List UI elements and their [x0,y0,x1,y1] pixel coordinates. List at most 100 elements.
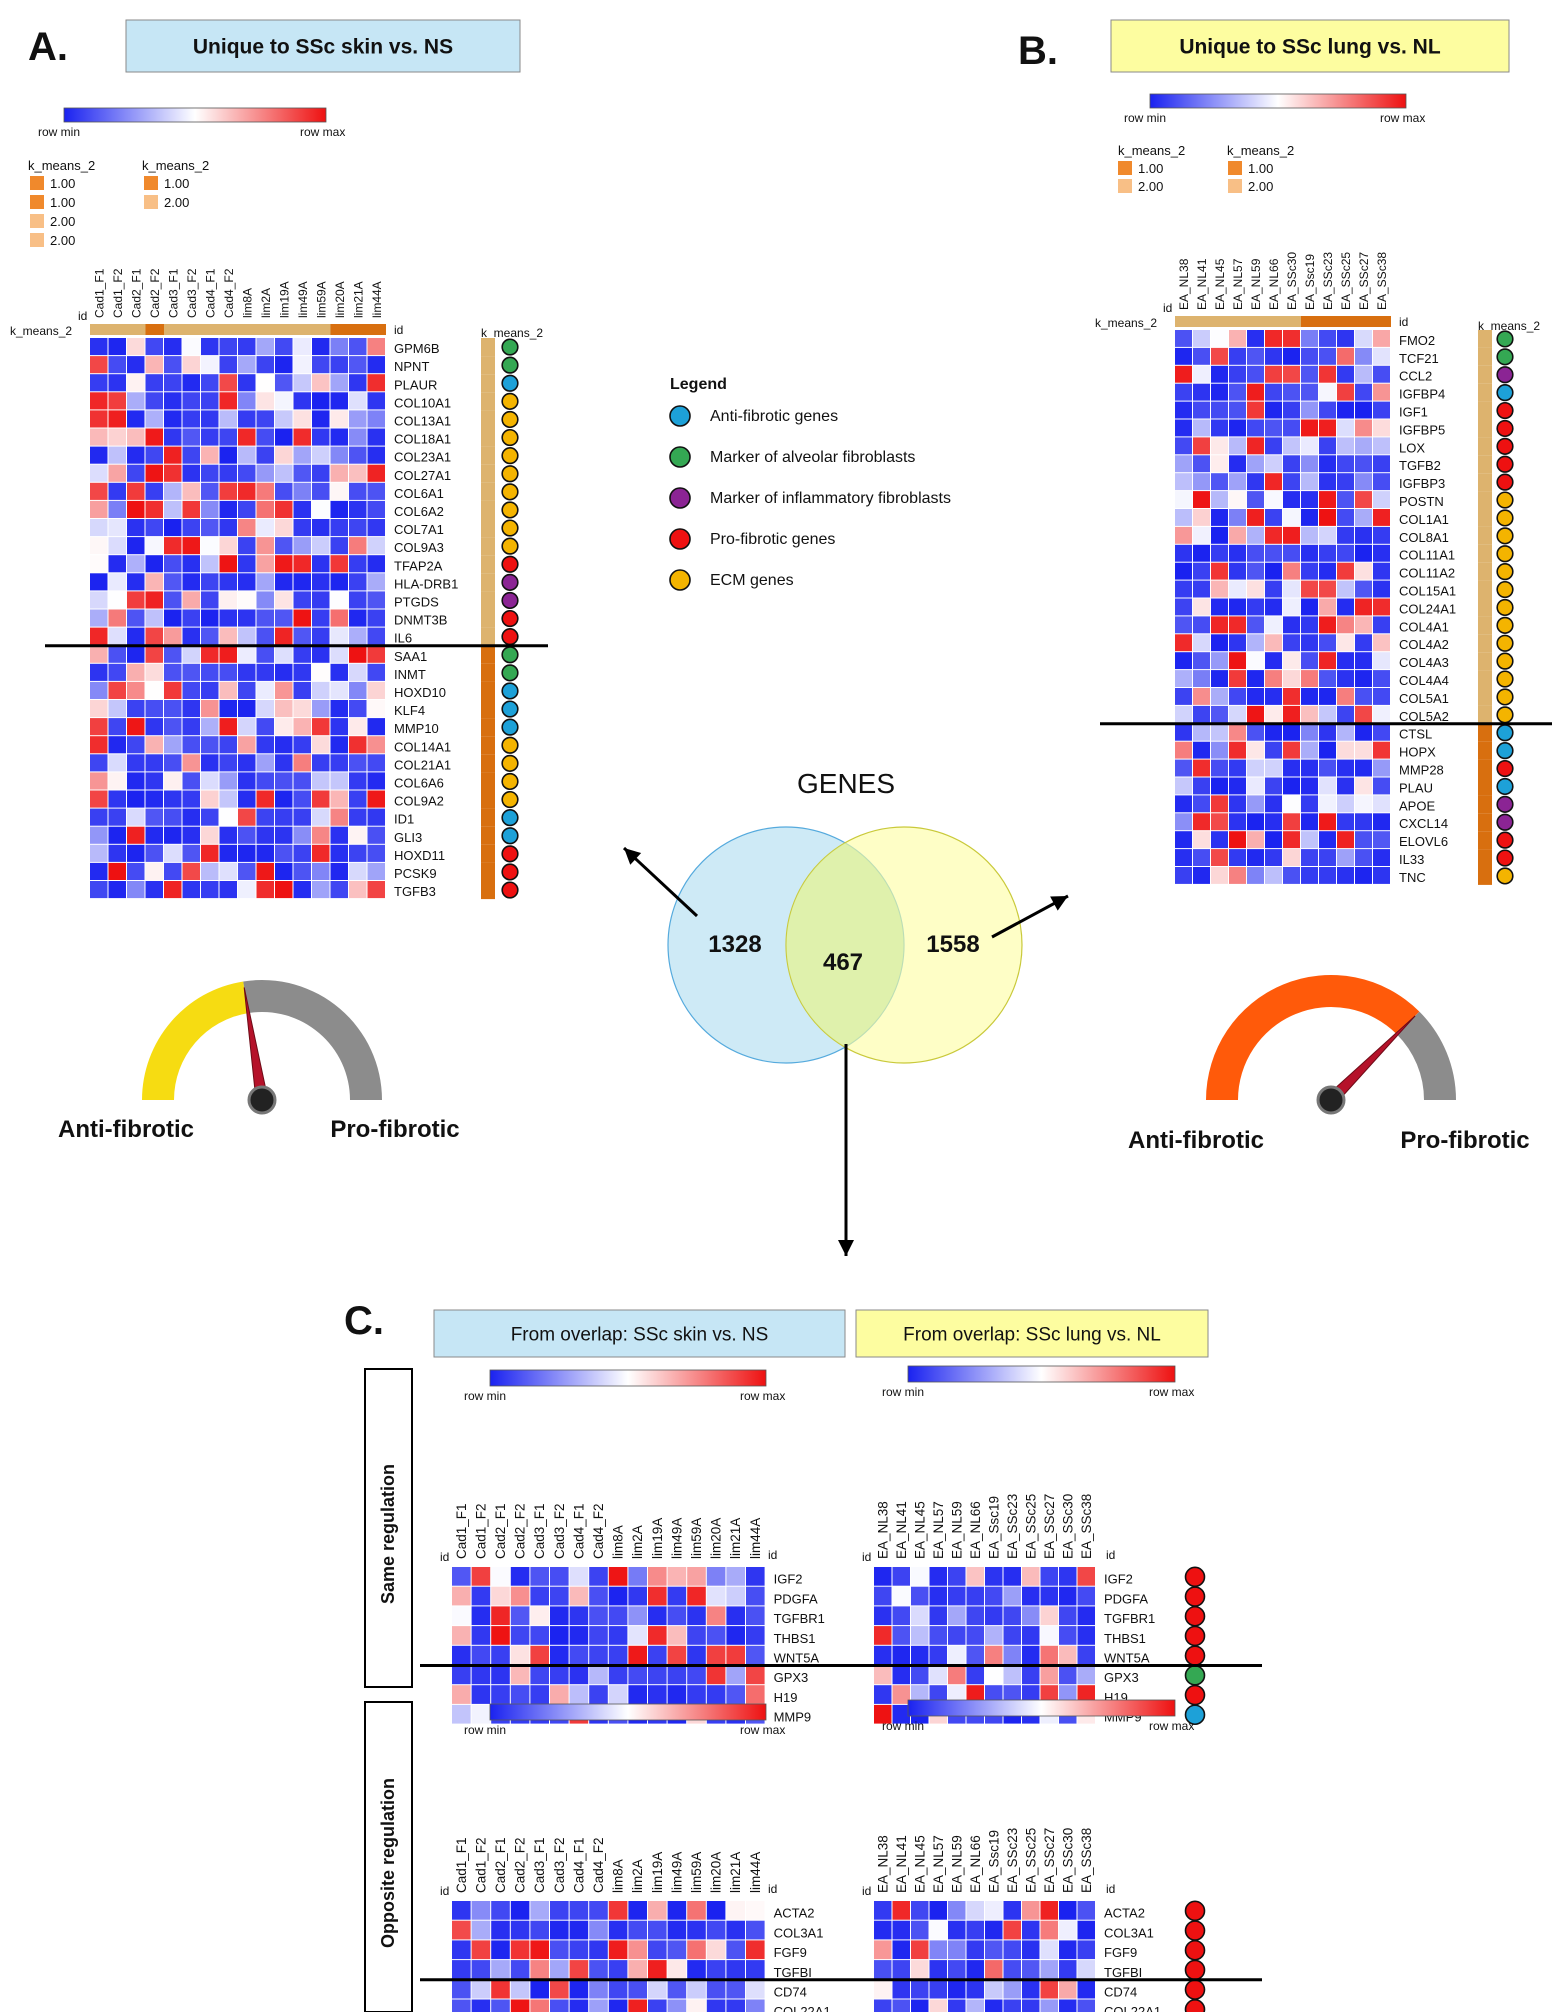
heatmap-cell [1337,330,1354,347]
marker-gli3 [501,827,519,845]
heatmap-cell [164,826,182,844]
heatmap-cell [108,808,126,826]
heatmap-cell [108,700,126,718]
heatmap-cell [367,844,385,862]
heatmap-cell [201,754,219,772]
heatmap-cell [145,736,163,754]
heatmap-cell [256,645,274,663]
heatmap-cell [275,374,293,392]
heatmap-cell [1077,1645,1095,1665]
heatmap-cell [367,591,385,609]
heatmap-cell [1022,1567,1040,1586]
heatmap-cell [985,1665,1003,1685]
heatmap-cell [530,1940,549,1960]
id-label: id [78,309,87,323]
cluster-cell [145,324,164,335]
heatmap-cell [550,1901,569,1920]
heatmap-cell [182,482,200,500]
heatmap-cell [1301,616,1318,634]
heatmap-cell [256,844,274,862]
heatmap-cell [349,500,367,518]
heatmap-cell [1265,473,1282,491]
heatmap-cell [1319,688,1336,705]
heatmap-cell [330,826,348,844]
heatmap-cell [219,356,237,374]
heatmap-cell [1283,544,1300,562]
cluster-cell [219,324,238,335]
row-cluster-cell [481,736,495,755]
heatmap-cell [293,700,311,718]
panel-a-kmeans-title-2: k_means_2 [142,158,209,173]
heatmap-cell [510,1901,530,1920]
column-label-cad3_f2: Cad3_F2 [552,1837,567,1893]
column-label-ea_ssc19: EA_Ssc19 [1303,254,1317,310]
heatmap-cell [201,392,219,410]
heatmap-cell [238,573,256,591]
gene-label-col4a3: COL4A3 [1399,655,1449,670]
heatmap-cell [948,1999,966,2012]
heatmap-cell [911,1940,929,1960]
same-regulation-marker-gpx3 [1184,1665,1206,1686]
heatmap-cell [1355,759,1372,777]
gene-label-col22a1: COL22A1 [774,2004,831,2012]
kmeans-swatch [1228,179,1242,193]
heatmap-cell [1337,562,1354,580]
heatmap-cell [90,482,108,500]
heatmap-cell [929,1645,947,1665]
heatmap-cell [182,663,200,681]
heatmap-cell [1211,473,1228,491]
id-label: id [440,1884,449,1898]
heatmap-cell [471,1645,491,1665]
heatmap-cell [1265,455,1282,473]
heatmap-cell [667,1940,687,1960]
heatmap-cell [219,627,237,645]
heatmap-cell [349,374,367,392]
marker-col27a1 [501,465,519,483]
panel-b-letter: B. [1018,29,1058,73]
heatmap-cell [1337,598,1354,616]
heatmap-cell [1283,795,1300,813]
legend-marker-alveolar [669,446,691,468]
venn-right-count: 1558 [926,931,979,958]
heatmap-cell [452,1685,471,1704]
column-label-ea_ssc25: EA_SSc25 [1339,252,1353,310]
heatmap-cell [1355,473,1372,491]
heatmap-cell [127,464,145,482]
gene-label-hoxd10: HOXD10 [394,685,446,700]
kmeans-value: 1.00 [1138,161,1163,176]
heatmap-cell [219,826,237,844]
marker-col10a1 [501,392,519,410]
heatmap-cell [491,1606,510,1626]
heatmap-cell [275,356,293,374]
heatmap-cell [1373,330,1390,347]
heatmap-cell [530,1960,549,1979]
heatmap-cell [164,862,182,880]
gene-label-col3a1: COL3A1 [774,1925,824,1940]
heatmap-cell [569,1685,589,1704]
heatmap-cell [312,374,330,392]
same-regulation-marker-wnt5a [1184,1645,1206,1666]
heatmap-cell [550,1586,569,1606]
kmeans-swatch [30,214,44,228]
heatmap-cell [312,338,330,356]
heatmap-cell [108,627,126,645]
heatmap-cell [275,808,293,826]
gene-label-col18a1: COL18A1 [394,432,451,447]
heatmap-cell [569,1979,589,1999]
heatmap-cell [746,1999,765,2012]
heatmap-cell [1319,580,1336,598]
heatmap-cell [1373,473,1390,491]
heatmap-cell [312,356,330,374]
marker-tfap2a [501,555,519,573]
heatmap-cell [349,826,367,844]
heatmap-cell [164,844,182,862]
heatmap-cell [1373,723,1390,741]
column-label-lim21a: lim21A [351,281,365,318]
heatmap-cell [1247,526,1264,544]
heatmap-cell [108,881,126,899]
heatmap-cell [471,1901,491,1920]
heatmap-cell [312,754,330,772]
heatmap-cell [108,356,126,374]
heatmap-cell [1373,777,1390,795]
heatmap-cell [164,645,182,663]
